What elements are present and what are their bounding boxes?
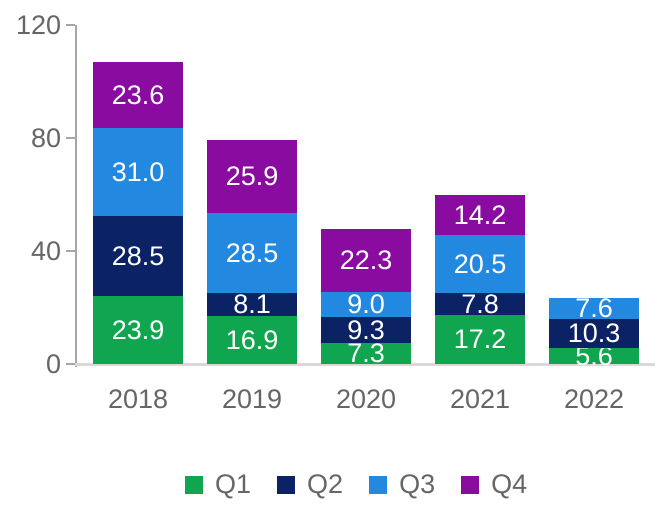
x-tick-label-2018: 2018 — [107, 384, 169, 414]
x-tick-label-2021: 2021 — [449, 384, 511, 414]
bar-segment-2019-Q2: 8.1 — [207, 289, 297, 320]
bar-segment-2022-Q1: 5.6 — [549, 342, 639, 369]
legend-item-Q3: Q3 — [369, 471, 435, 498]
bar-segment-2020-Q3: 9.0 — [321, 288, 411, 319]
y-tick-label: 0 — [45, 349, 61, 379]
bar-segment-2020-Q1: 7.3 — [321, 338, 411, 369]
legend-label-Q3: Q3 — [399, 469, 436, 499]
bar-segment-2018-Q4: 23.6 — [93, 61, 183, 129]
legend-label-Q1: Q1 — [215, 469, 252, 499]
bar-segment-2020-Q4: 22.3 — [321, 228, 411, 292]
bar-segment-2022-Q2: 10.3 — [549, 318, 639, 349]
bar-value-label: 25.9 — [225, 160, 279, 191]
legend-swatch-Q4 — [461, 475, 480, 494]
bar-segment-2021-Q3: 20.5 — [435, 235, 525, 294]
legend-swatch-Q2 — [277, 475, 296, 494]
y-tick-label: 40 — [30, 236, 61, 266]
y-tick-label: 120 — [15, 10, 61, 40]
bar-value-label: 7.6 — [575, 292, 613, 323]
bar-value-label: 14.2 — [453, 199, 507, 230]
bar-value-label: 23.9 — [111, 314, 165, 345]
y-axis-tick — [66, 363, 75, 365]
bar-value-label: 28.5 — [111, 240, 165, 271]
bar-segment-2018-Q2: 28.5 — [93, 215, 183, 297]
bar-value-label: 8.1 — [233, 289, 271, 320]
bar-segment-2019-Q3: 28.5 — [207, 212, 297, 294]
bar-segment-2022-Q3: 7.6 — [549, 292, 639, 323]
legend-swatch-Q1 — [185, 475, 203, 494]
legend-item-Q1: Q1 — [185, 471, 251, 498]
bar-value-label: 22.3 — [339, 244, 393, 275]
legend-item-Q4: Q4 — [461, 471, 527, 498]
bar-value-label: 23.6 — [111, 79, 165, 110]
legend-label-Q4: Q4 — [491, 469, 528, 499]
y-axis-tick — [66, 24, 75, 26]
bar-segment-2020-Q2: 9.3 — [321, 314, 411, 345]
legend-label-Q2: Q2 — [307, 469, 344, 499]
bar-value-label: 7.3 — [347, 338, 385, 369]
bar-value-label: 9.3 — [347, 314, 385, 345]
y-axis-tick — [66, 250, 75, 252]
bar-segment-2021-Q1: 17.2 — [435, 315, 525, 364]
bar-segment-2021-Q4: 14.2 — [435, 195, 525, 236]
x-axis-line — [75, 363, 655, 366]
legend-swatch-Q3 — [369, 475, 388, 494]
y-tick-label: 80 — [30, 123, 61, 153]
bar-value-label: 10.3 — [567, 318, 621, 349]
bar-value-label: 28.5 — [225, 237, 279, 268]
bar-value-label: 7.8 — [461, 288, 499, 319]
x-tick-label-2022: 2022 — [563, 384, 625, 414]
legend: Q1 Q2 Q3 Q4 — [185, 471, 527, 498]
bar-value-label: 16.9 — [225, 324, 279, 355]
legend-item-Q2: Q2 — [277, 471, 343, 498]
y-axis-line — [75, 25, 77, 367]
bar-value-label: 17.2 — [453, 324, 507, 355]
y-axis-tick — [66, 137, 75, 139]
bar-segment-2019-Q1: 16.9 — [207, 316, 297, 364]
bar-segment-2021-Q2: 7.8 — [435, 288, 525, 319]
x-tick-label-2019: 2019 — [221, 384, 283, 414]
bar-segment-2019-Q4: 25.9 — [207, 139, 297, 213]
bar-value-label: 31.0 — [111, 156, 165, 187]
bar-value-label: 9.0 — [347, 288, 385, 319]
bar-segment-2018-Q1: 23.9 — [93, 296, 183, 364]
x-tick-label-2020: 2020 — [335, 384, 397, 414]
bar-value-label: 20.5 — [453, 248, 507, 279]
bar-segment-2018-Q3: 31.0 — [93, 128, 183, 216]
